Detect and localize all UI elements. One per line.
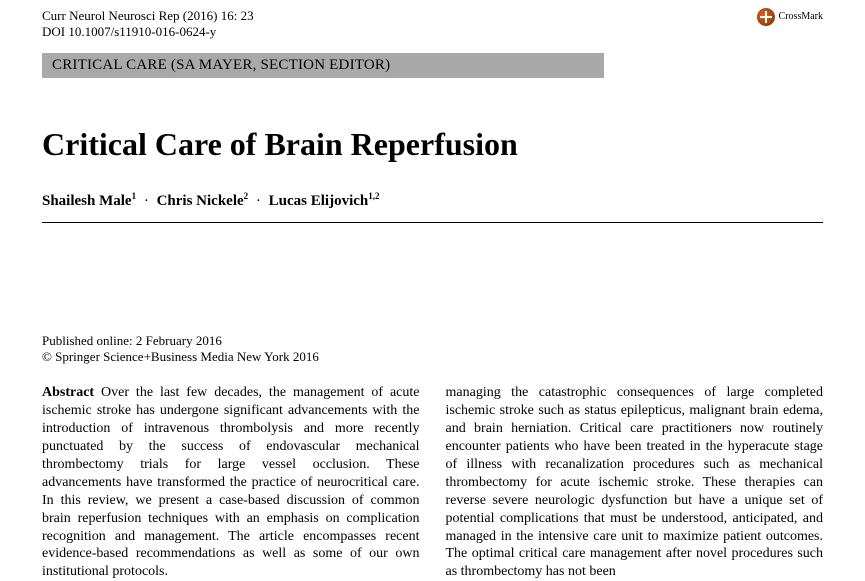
- abstract-col-left: Abstract Over the last few decades, the …: [42, 384, 420, 581]
- author-line: Shailesh Male1 · Chris Nickele2 · Lucas …: [42, 191, 823, 210]
- abstract-text-right: managing the catastrophic consequences o…: [446, 385, 824, 579]
- journal-doi: DOI 10.1007/s11910-016-0624-y: [42, 24, 254, 40]
- article-title: Critical Care of Brain Reperfusion: [42, 126, 823, 163]
- author-2-name: Chris Nickele: [157, 193, 244, 209]
- copyright-line: © Springer Science+Business Media New Yo…: [42, 349, 823, 366]
- divider: [42, 222, 823, 223]
- author-3-affil: 1,2: [368, 191, 379, 201]
- abstract-label: Abstract: [42, 385, 94, 400]
- author-1-affil: 1: [132, 191, 137, 201]
- crossmark-icon: [757, 8, 775, 26]
- author-1-name: Shailesh Male: [42, 193, 132, 209]
- published-online: Published online: 2 February 2016: [42, 333, 823, 350]
- abstract-columns: Abstract Over the last few decades, the …: [42, 384, 823, 581]
- journal-citation: Curr Neurol Neurosci Rep (2016) 16: 23: [42, 8, 254, 24]
- journal-meta: Curr Neurol Neurosci Rep (2016) 16: 23 D…: [42, 8, 254, 41]
- publication-info: Published online: 2 February 2016 © Spri…: [42, 333, 823, 367]
- crossmark-label: CrossMark: [779, 11, 823, 24]
- crossmark-badge[interactable]: CrossMark: [757, 8, 823, 26]
- author-2-affil: 2: [244, 191, 249, 201]
- header-row: Curr Neurol Neurosci Rep (2016) 16: 23 D…: [42, 8, 823, 41]
- author-3-name: Lucas Elijovich: [269, 193, 369, 209]
- abstract-text-left: Over the last few decades, the managemen…: [42, 385, 420, 579]
- author-separator: ·: [252, 193, 265, 209]
- abstract-col-right: managing the catastrophic consequences o…: [446, 384, 824, 581]
- section-header: CRITICAL CARE (SA MAYER, SECTION EDITOR): [42, 53, 604, 78]
- author-separator: ·: [140, 193, 153, 209]
